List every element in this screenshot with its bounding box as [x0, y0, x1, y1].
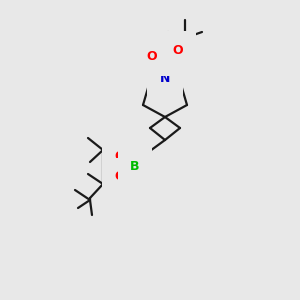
- Text: O: O: [115, 170, 125, 184]
- Text: B: B: [130, 160, 140, 173]
- Text: O: O: [147, 50, 157, 64]
- Text: O: O: [173, 44, 183, 56]
- Text: O: O: [115, 151, 125, 164]
- Text: N: N: [160, 71, 170, 85]
